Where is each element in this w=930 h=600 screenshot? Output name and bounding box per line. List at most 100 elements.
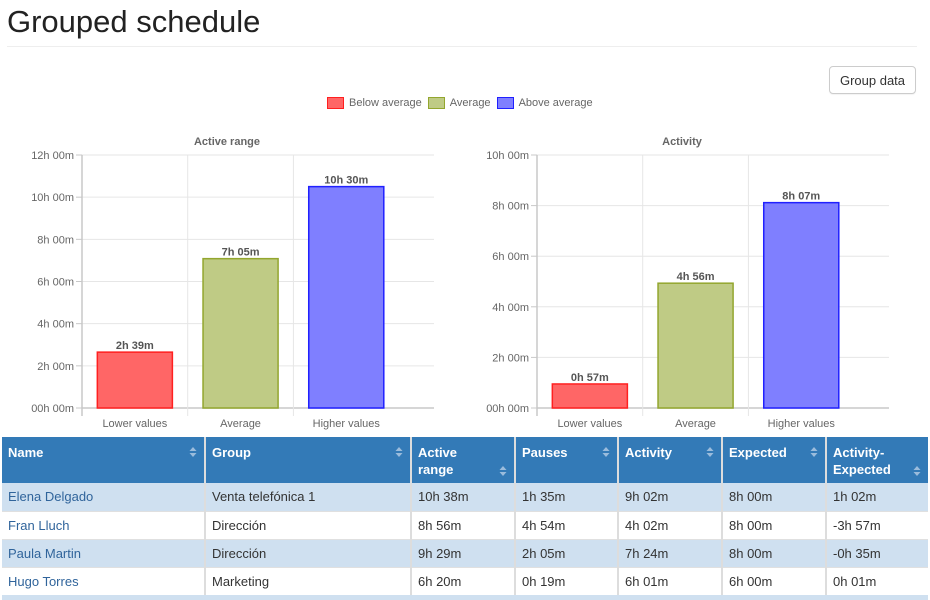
x-tick-label: Lower values: [557, 418, 622, 430]
table-next-row-partial: [2, 595, 928, 600]
employee-name-link[interactable]: Paula Martin: [2, 539, 206, 568]
employee-name-link[interactable]: Hugo Torres: [2, 567, 206, 596]
sort-icon[interactable]: [706, 446, 714, 458]
chart-legend: Below average Average Above average: [327, 96, 599, 110]
active-range-cell: 6h 20m: [411, 567, 516, 596]
table-row: Fran Lluch Dirección 8h 56m 4h 54m 4h 02…: [2, 511, 928, 540]
grouped-schedule-table: Name Group Active range Pauses Activity …: [2, 437, 928, 596]
y-tick-label: 2h 00m: [492, 352, 529, 364]
bar-average[interactable]: [657, 282, 734, 409]
column-header-label: Activity: [625, 445, 672, 460]
column-header-expected[interactable]: Expected: [722, 437, 827, 483]
title-divider: [7, 46, 917, 47]
y-tick-label: 00h 00m: [31, 403, 74, 415]
y-tick-label: 6h 00m: [37, 277, 74, 289]
x-tick-label: Higher values: [313, 418, 381, 430]
activity-cell: 4h 02m: [618, 511, 723, 540]
column-header-active-range[interactable]: Active range: [411, 437, 516, 483]
column-header-group[interactable]: Group: [205, 437, 412, 483]
page-title: Grouped schedule: [7, 4, 261, 39]
column-header-activity-expected[interactable]: Activity-Expected: [826, 437, 928, 483]
activity-cell: 7h 24m: [618, 539, 723, 568]
y-tick-label: 4h 00m: [492, 302, 529, 314]
active-range-cell: 8h 56m: [411, 511, 516, 540]
legend-item-above-average[interactable]: Above average: [496, 97, 593, 109]
active-range-cell: 9h 29m: [411, 539, 516, 568]
employee-name-link[interactable]: Fran Lluch: [2, 511, 206, 540]
activity-expected-cell: 1h 02m: [826, 483, 928, 512]
y-tick-label: 12h 00m: [31, 150, 74, 162]
column-header-label: Group: [212, 445, 251, 460]
table-header-row: Name Group Active range Pauses Activity …: [2, 437, 928, 483]
expected-cell: 8h 00m: [722, 483, 827, 512]
y-tick-label: 6h 00m: [492, 251, 529, 263]
column-header-pauses[interactable]: Pauses: [515, 437, 619, 483]
activity-cell: 9h 02m: [618, 483, 723, 512]
bar-average[interactable]: [202, 257, 279, 409]
y-tick-label: 10h 00m: [31, 192, 74, 204]
chart-title: Active range: [194, 136, 260, 148]
activity-expected-cell: 0h 01m: [826, 567, 928, 596]
y-tick-label: 00h 00m: [486, 403, 529, 415]
legend-swatch-above-average: [496, 97, 514, 109]
sort-icon[interactable]: [602, 446, 610, 458]
group-cell: Dirección: [205, 539, 412, 568]
y-tick-label: 8h 00m: [37, 234, 74, 246]
group-cell: Venta telefónica 1: [205, 483, 412, 512]
active-range-cell: 10h 38m: [411, 483, 516, 512]
group-cell: Marketing: [205, 567, 412, 596]
x-tick-label: Average: [220, 418, 261, 430]
bar-higher-values[interactable]: [762, 201, 840, 409]
expected-cell: 8h 00m: [722, 539, 827, 568]
table-row: Paula Martin Dirección 9h 29m 2h 05m 7h …: [2, 539, 928, 568]
y-tick-label: 4h 00m: [37, 319, 74, 331]
sort-icon[interactable]: [810, 446, 818, 458]
legend-item-average[interactable]: Average: [427, 97, 491, 109]
activity-expected-cell: -3h 57m: [826, 511, 928, 540]
activity-expected-cell: -0h 35m: [826, 539, 928, 568]
sort-icon[interactable]: [499, 465, 507, 477]
y-tick-label: 10h 00m: [486, 150, 529, 162]
column-header-activity[interactable]: Activity: [618, 437, 723, 483]
legend-swatch-below-average: [327, 97, 344, 109]
active-range-chart: Active range 00h 00m 2h 00m 4h 00m 6h 00m 8h …: [31, 136, 434, 430]
column-header-label: Name: [8, 445, 44, 460]
legend-label: Above average: [518, 97, 593, 109]
pauses-cell: 1h 35m: [515, 483, 619, 512]
bar-lower-values[interactable]: [96, 351, 174, 409]
group-cell: Dirección: [205, 511, 412, 540]
column-header-label: Activity-Expected: [833, 445, 891, 477]
sort-icon[interactable]: [189, 446, 197, 458]
table-row: Elena Delgado Venta telefónica 1 10h 38m…: [2, 483, 928, 512]
bar-value-label: 4h 56m: [677, 271, 715, 283]
bar-value-label: 0h 57m: [571, 372, 609, 384]
pauses-cell: 0h 19m: [515, 567, 619, 596]
bar-higher-values[interactable]: [307, 185, 385, 409]
bar-value-label: 2h 39m: [116, 340, 154, 352]
table-row: Hugo Torres Marketing 6h 20m 0h 19m 6h 0…: [2, 567, 928, 596]
x-tick-label: Lower values: [102, 418, 167, 430]
expected-cell: 6h 00m: [722, 567, 827, 596]
bar-value-label: 8h 07m: [782, 191, 820, 203]
legend-item-below-average[interactable]: Below average: [327, 97, 422, 109]
sort-icon[interactable]: [913, 465, 921, 477]
bar-lower-values[interactable]: [551, 383, 629, 409]
legend-swatch-average: [427, 97, 445, 109]
group-data-button[interactable]: Group data: [829, 66, 916, 94]
x-tick-label: Average: [675, 418, 716, 430]
sort-icon[interactable]: [395, 446, 403, 458]
activity-cell: 6h 01m: [618, 567, 723, 596]
column-header-label: Expected: [729, 445, 787, 460]
chart-title: Activity: [662, 136, 703, 148]
employee-name-link[interactable]: Elena Delgado: [2, 483, 206, 512]
expected-cell: 8h 00m: [722, 511, 827, 540]
column-header-label: Pauses: [522, 445, 568, 460]
x-tick-label: Higher values: [768, 418, 836, 430]
pauses-cell: 4h 54m: [515, 511, 619, 540]
pauses-cell: 2h 05m: [515, 539, 619, 568]
y-tick-label: 8h 00m: [492, 201, 529, 213]
activity-chart: Activity 00h 00m 2h 00m 4h 00m 6h 00m 8h 00m 1…: [486, 136, 889, 430]
legend-label: Below average: [349, 97, 422, 109]
y-tick-label: 2h 00m: [37, 361, 74, 373]
column-header-name[interactable]: Name: [2, 437, 206, 483]
